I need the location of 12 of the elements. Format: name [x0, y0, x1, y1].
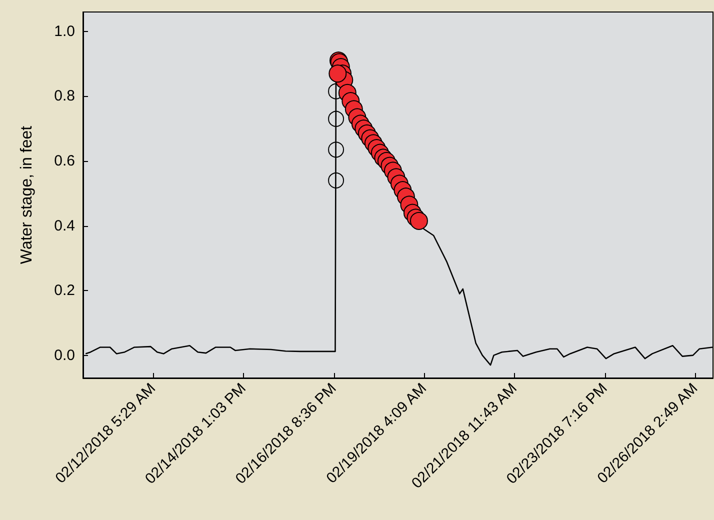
y-tick-label: 0.2: [54, 282, 75, 300]
point: [328, 142, 344, 158]
y-tick-label: 0.6: [54, 152, 75, 170]
y-tick-label: 0.8: [54, 88, 75, 105]
y-axis-title: Water stage, in feet: [18, 125, 36, 264]
point: [328, 172, 344, 188]
point: [410, 212, 428, 230]
point: [328, 64, 347, 83]
y-tick-label: 1.0: [54, 22, 75, 40]
y-tick-label: 0.0: [54, 346, 75, 364]
point: [328, 110, 344, 127]
y-tick-label: 0.4: [54, 217, 75, 234]
